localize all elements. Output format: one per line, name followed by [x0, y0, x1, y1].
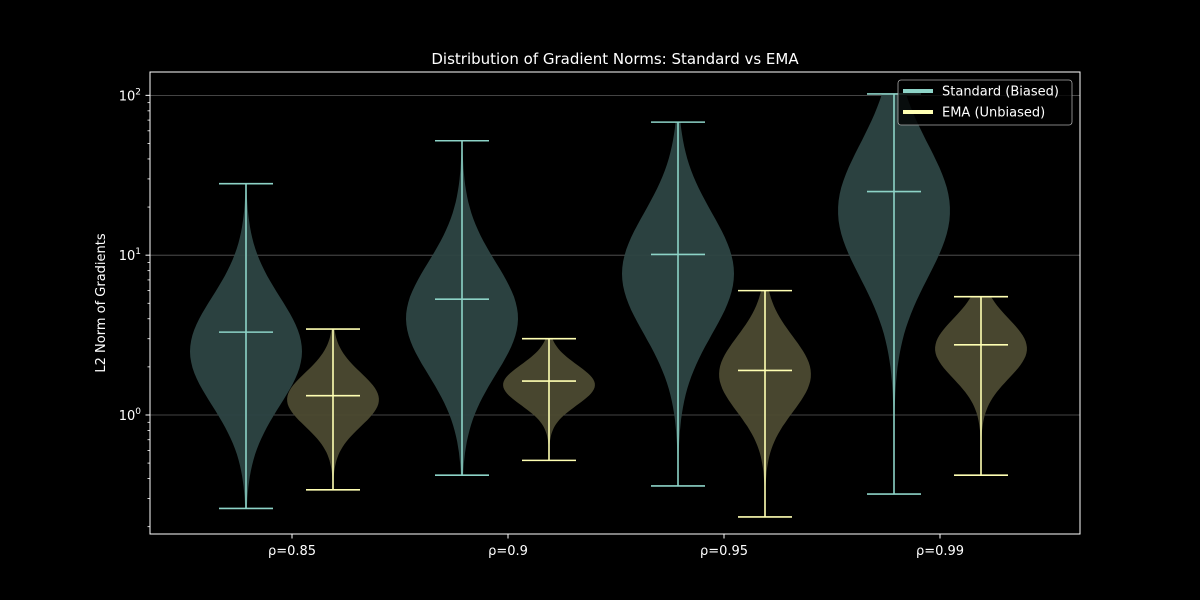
x-tick-label-2: ρ=0.95 [700, 544, 748, 559]
x-tick-label-0: ρ=0.85 [268, 544, 316, 559]
x-tick-label-3: ρ=0.99 [916, 544, 964, 559]
legend-label-0: Standard (Biased) [942, 85, 1059, 100]
y-tick-label-0: 100 [119, 407, 142, 424]
chart-title: Distribution of Gradient Norms: Standard… [431, 50, 799, 68]
x-tick-label-1: ρ=0.9 [488, 544, 528, 559]
axes-frame [149, 71, 1081, 535]
legend-box [897, 79, 1073, 126]
plot-area: 100 101 102 ρ=0.85 ρ=0.9 ρ=0.95 ρ=0.99 Standard… [119, 71, 1081, 559]
legend: Standard (Biased) EMA (Unbiased) [897, 79, 1073, 126]
y-tick-label-1: 101 [119, 247, 141, 264]
legend-label-1: EMA (Unbiased) [942, 106, 1045, 121]
y-axis-label: L2 Norm of Gradients [94, 233, 109, 372]
y-tick-label-2: 102 [119, 87, 141, 104]
